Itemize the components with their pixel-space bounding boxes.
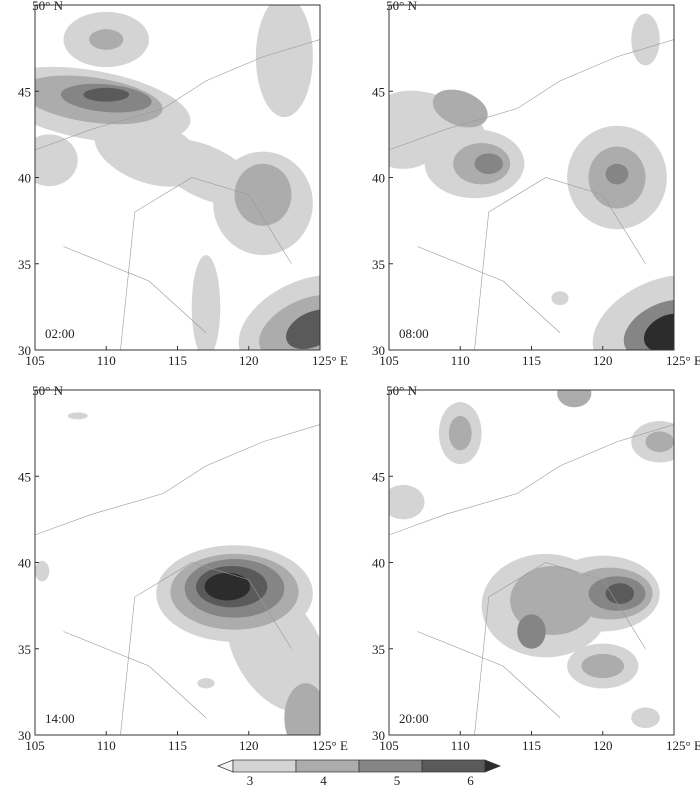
y-tick-label: 30 (372, 728, 385, 743)
x-tick-label: 105 (25, 738, 45, 753)
contour-fill (645, 431, 674, 453)
y-tick-label: 40 (372, 556, 385, 571)
shading (389, 13, 674, 350)
x-tick-label: 110 (97, 353, 116, 368)
x-tick-label: 110 (451, 353, 470, 368)
contour-fill (35, 560, 50, 582)
colorbar-segment (295, 759, 360, 773)
colorbar: 3 4 5 6 (217, 759, 501, 788)
colorbar-end (484, 759, 501, 773)
contour-fill (631, 707, 660, 729)
x-tick-label: 125° E (666, 353, 700, 368)
x-tick-label: 125° E (312, 353, 348, 368)
x-tick-label: 115 (168, 738, 187, 753)
x-tick-label: 120 (239, 738, 259, 753)
y-tick-label: 30 (18, 343, 31, 358)
colorbar-segment (358, 759, 423, 773)
y-tick-label: 45 (18, 469, 31, 484)
boundary (35, 424, 320, 735)
x-tick-label: 120 (593, 353, 613, 368)
colorbar-label: 5 (394, 773, 401, 788)
contour-fill (284, 683, 320, 735)
contour-fill (191, 255, 221, 350)
contour-fill (631, 13, 660, 66)
y-tick-label: 50° N (386, 0, 417, 13)
map-panel: 105 110 115 120 125° E 30 35 40 45 50° N 14:00 (18, 383, 348, 753)
y-tick-label: 45 (372, 84, 385, 99)
colorbar-label: 3 (247, 773, 254, 788)
contour-fill (286, 309, 320, 350)
y-tick-label: 30 (372, 343, 385, 358)
map-panel: 105 110 115 120 125° E 30 35 40 45 50° N 20:00 (372, 383, 700, 753)
contour-fill (557, 390, 592, 408)
contour-fill (581, 653, 625, 679)
contour-fill (643, 313, 674, 350)
y-tick-label: 35 (18, 257, 31, 272)
contour-fill (432, 89, 488, 128)
contour-fill (474, 153, 503, 175)
contour-fill (517, 614, 546, 649)
time-label: 20:00 (399, 711, 429, 726)
contour-fill (551, 291, 569, 306)
colorbar-label: 4 (320, 773, 327, 788)
colorbar-end (217, 759, 234, 773)
y-tick-label: 35 (18, 642, 31, 657)
boundary (389, 39, 674, 350)
shading (35, 412, 320, 735)
contour-fill (448, 415, 472, 451)
time-label: 08:00 (399, 326, 429, 341)
y-tick-label: 40 (18, 171, 31, 186)
time-label: 02:00 (45, 326, 75, 341)
x-tick-label: 125° E (312, 738, 348, 753)
x-tick-label: 115 (168, 353, 187, 368)
x-tick-label: 120 (593, 738, 613, 753)
map-panel: 105 110 115 120 125° E 30 35 40 45 50° N 08:00 (372, 0, 700, 368)
x-tick-label: 105 (25, 353, 45, 368)
y-tick-label: 50° N (386, 383, 417, 398)
map-panel: 105 110 115 120 125° E 30 35 40 45 50° N 02:00 (18, 0, 348, 368)
x-tick-label: 115 (522, 738, 541, 753)
colorbar-segment (232, 759, 297, 773)
x-tick-label: 110 (451, 738, 470, 753)
contour-fill (234, 163, 292, 226)
shading (389, 390, 674, 735)
contour-fill (255, 5, 313, 118)
y-tick-label: 35 (372, 257, 385, 272)
contour-fill (67, 412, 88, 420)
colorbar-label: 6 (467, 773, 474, 788)
y-tick-label: 35 (372, 642, 385, 657)
x-tick-label: 125° E (666, 738, 700, 753)
contour-fill (89, 29, 124, 50)
x-tick-label: 115 (522, 353, 541, 368)
y-tick-label: 40 (372, 171, 385, 186)
boundary (35, 39, 320, 350)
contour-fill (83, 87, 130, 102)
y-tick-label: 50° N (32, 383, 63, 398)
x-tick-label: 110 (97, 738, 116, 753)
contour-fill (35, 134, 78, 187)
x-tick-label: 105 (379, 738, 399, 753)
y-tick-label: 45 (372, 469, 385, 484)
contour-fill (605, 163, 629, 185)
time-label: 14:00 (45, 711, 75, 726)
y-tick-label: 30 (18, 728, 31, 743)
contour-fill (389, 117, 439, 169)
boundary (389, 424, 674, 735)
contour-fill (389, 484, 425, 520)
y-tick-label: 50° N (32, 0, 63, 13)
x-tick-label: 120 (239, 353, 259, 368)
shading (35, 5, 320, 350)
y-tick-label: 45 (18, 84, 31, 99)
x-tick-label: 105 (379, 353, 399, 368)
colorbar-segment (421, 759, 486, 773)
y-tick-label: 40 (18, 556, 31, 571)
contour-fill (605, 583, 635, 604)
contour-fill (204, 572, 251, 601)
contour-fill (197, 678, 215, 689)
